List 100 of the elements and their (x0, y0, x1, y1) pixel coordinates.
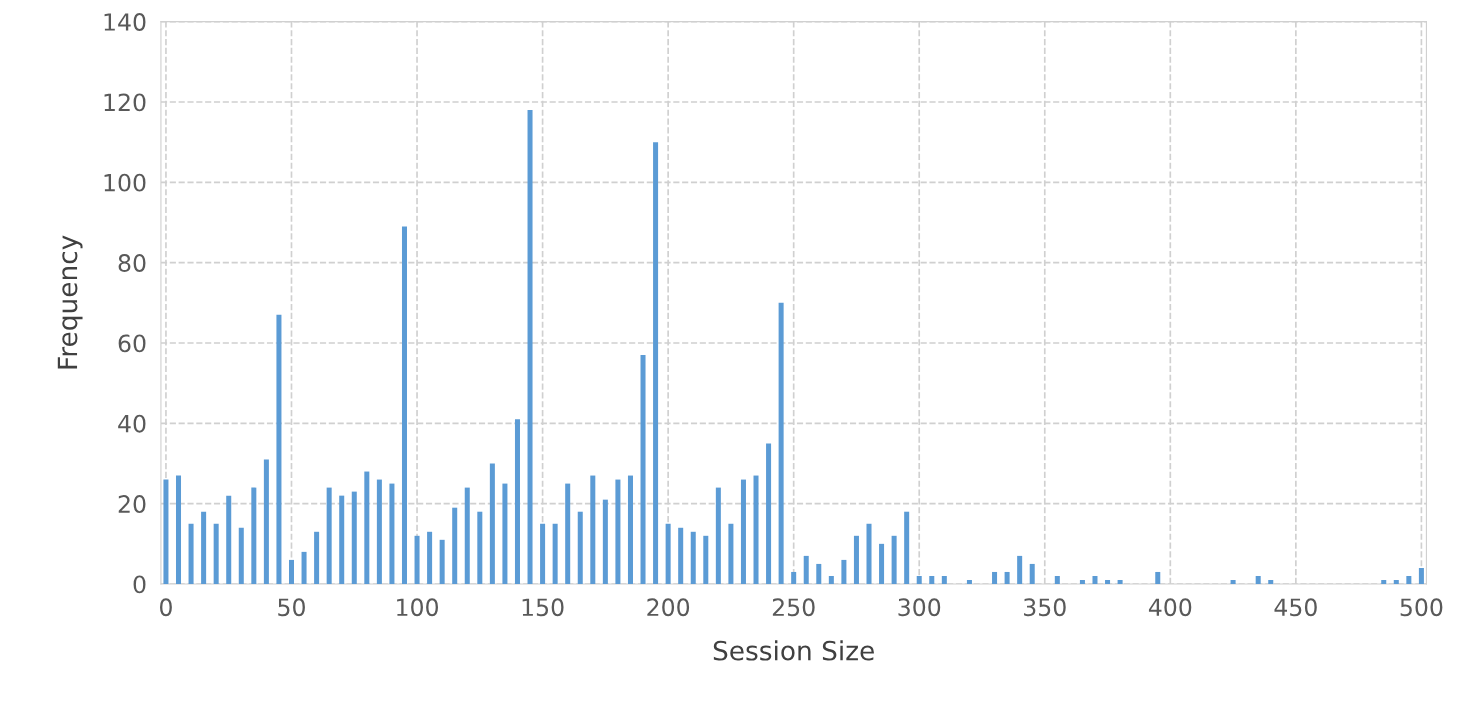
x-tick-label: 200 (647, 598, 690, 617)
x-tick-label: 150 (522, 598, 564, 617)
bar (326, 487, 332, 585)
bar (778, 302, 784, 585)
bar (364, 471, 370, 585)
x-tick-label: 350 (1024, 598, 1066, 617)
bar (1155, 571, 1161, 585)
y-tick-label: 140 (104, 13, 146, 31)
bar (891, 535, 897, 585)
bar (992, 571, 998, 585)
bar (176, 475, 182, 585)
bar (853, 535, 859, 585)
bar (577, 511, 583, 585)
x-tick-label: 500 (1400, 598, 1443, 617)
bar (452, 507, 458, 585)
bar (1230, 579, 1236, 585)
bar (1017, 555, 1023, 585)
y-tick-label: 60 (118, 334, 146, 353)
bar (502, 483, 508, 585)
bar (1393, 579, 1399, 585)
bar (653, 142, 659, 585)
bar (602, 499, 608, 585)
bar (213, 523, 219, 585)
x-tick-label: 50 (278, 598, 305, 617)
bar (464, 487, 470, 585)
bar (879, 543, 885, 585)
bar (527, 110, 533, 585)
bar (201, 511, 207, 585)
bar (715, 487, 721, 585)
bar (414, 535, 420, 585)
bar (803, 555, 809, 585)
bar (1268, 579, 1274, 585)
bar (188, 523, 194, 585)
bar (276, 314, 282, 585)
y-axis-title: Frequency (57, 235, 83, 369)
y-tick-label: 0 (133, 575, 146, 594)
bar (627, 475, 633, 585)
y-tick-label: 120 (104, 93, 146, 112)
bar (288, 559, 295, 585)
bar (841, 559, 847, 585)
bar (941, 575, 947, 585)
bar (351, 491, 357, 585)
bar (314, 531, 320, 585)
x-tick-label: 0 (160, 598, 172, 617)
bar (1406, 575, 1412, 585)
bar (1418, 567, 1424, 585)
x-tick-label: 100 (397, 598, 439, 617)
bar (226, 495, 232, 585)
bar (929, 575, 935, 585)
bar (376, 479, 382, 585)
x-tick-label: 300 (898, 598, 941, 617)
bar (1117, 579, 1123, 585)
bar (665, 523, 671, 585)
y-tick-label: 40 (118, 414, 146, 433)
x-tick-label: 400 (1148, 598, 1192, 617)
bar (540, 523, 546, 585)
bar (339, 495, 345, 585)
bar (1004, 571, 1010, 585)
bar (866, 523, 872, 585)
bar (916, 575, 922, 585)
bar (640, 355, 646, 585)
bar (1079, 579, 1085, 585)
bar (301, 551, 307, 585)
bar (477, 511, 483, 585)
bar (1381, 579, 1387, 585)
bar (828, 575, 834, 585)
bar (678, 527, 684, 585)
bar (690, 531, 696, 585)
bar (1029, 563, 1035, 585)
bar (514, 419, 520, 585)
bar (703, 535, 709, 585)
bar (1255, 575, 1261, 585)
bar (439, 539, 445, 585)
y-tick-label: 80 (118, 254, 146, 272)
bar (251, 487, 257, 585)
bar (753, 475, 759, 585)
bar (966, 579, 972, 585)
y-tick-label: 100 (104, 173, 146, 192)
bar (1054, 575, 1060, 585)
y-tick-label: 20 (118, 495, 146, 513)
x-axis-title: Session Size (713, 640, 874, 661)
bar (1105, 579, 1111, 585)
bar (163, 479, 169, 585)
bar (615, 479, 621, 585)
x-tick-label: 450 (1274, 598, 1317, 617)
bar (263, 459, 269, 585)
bar (489, 463, 495, 585)
bar (238, 527, 244, 585)
bar (791, 571, 797, 585)
bar (816, 563, 822, 585)
bar (740, 479, 746, 585)
bar (904, 511, 910, 585)
bar (590, 475, 596, 585)
bar (766, 443, 772, 585)
bar (1092, 575, 1098, 585)
bar (389, 483, 395, 585)
bar (552, 523, 558, 585)
bar (565, 483, 571, 585)
x-tick-label: 250 (772, 598, 815, 617)
bar (427, 531, 433, 585)
